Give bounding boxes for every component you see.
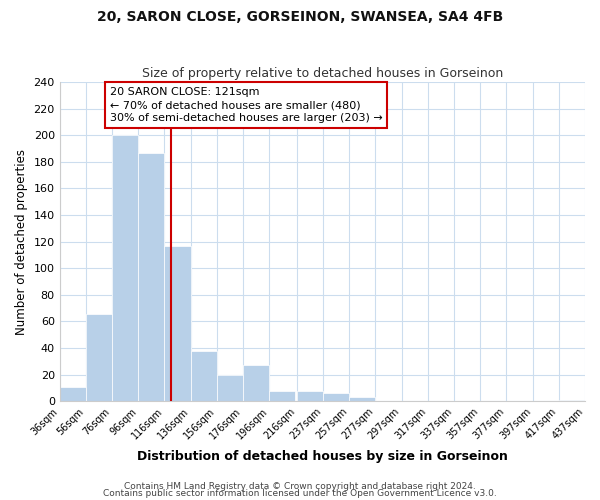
Bar <box>217 374 243 402</box>
Text: Contains public sector information licensed under the Open Government Licence v3: Contains public sector information licen… <box>103 489 497 498</box>
Text: Contains HM Land Registry data © Crown copyright and database right 2024.: Contains HM Land Registry data © Crown c… <box>124 482 476 491</box>
Title: Size of property relative to detached houses in Gorseinon: Size of property relative to detached ho… <box>142 66 503 80</box>
Bar <box>349 398 376 402</box>
Bar <box>323 394 349 402</box>
Bar <box>191 351 217 402</box>
Bar <box>59 386 86 402</box>
Bar <box>138 152 164 402</box>
Bar <box>297 390 323 402</box>
X-axis label: Distribution of detached houses by size in Gorseinon: Distribution of detached houses by size … <box>137 450 508 462</box>
Bar <box>86 314 112 402</box>
Bar <box>269 390 295 402</box>
Text: 20, SARON CLOSE, GORSEINON, SWANSEA, SA4 4FB: 20, SARON CLOSE, GORSEINON, SWANSEA, SA4… <box>97 10 503 24</box>
Y-axis label: Number of detached properties: Number of detached properties <box>15 148 28 334</box>
Bar <box>559 400 585 402</box>
Text: 20 SARON CLOSE: 121sqm
← 70% of detached houses are smaller (480)
30% of semi-de: 20 SARON CLOSE: 121sqm ← 70% of detached… <box>110 87 382 123</box>
Bar <box>164 246 191 402</box>
Bar <box>112 136 138 402</box>
Bar <box>243 366 269 402</box>
